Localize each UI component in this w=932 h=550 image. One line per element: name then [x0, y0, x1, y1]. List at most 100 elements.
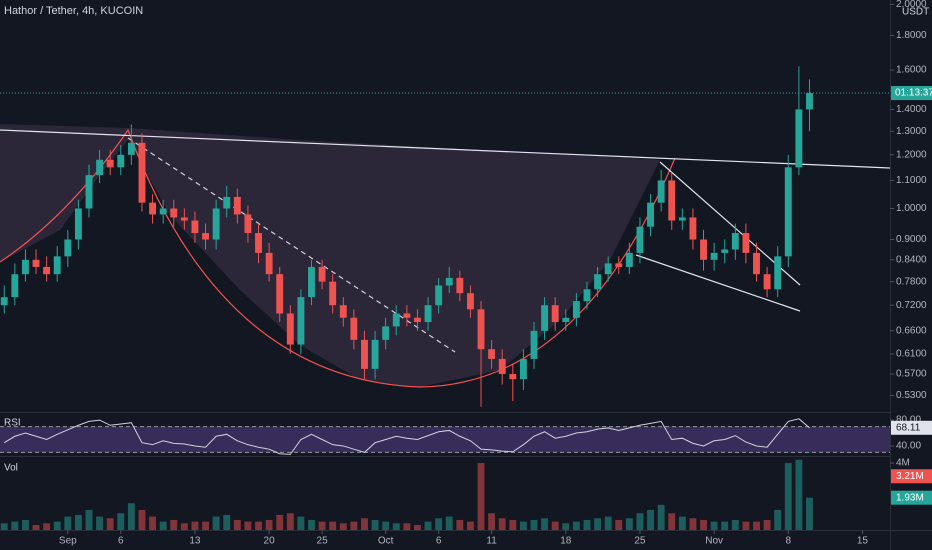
volume-bar: [572, 521, 580, 530]
candle-body: [498, 358, 506, 375]
volume-bar: [212, 516, 220, 530]
volume-bar: [594, 518, 602, 530]
candle-body: [318, 266, 326, 282]
volume-last-box: [891, 490, 932, 505]
volume-bar: [647, 509, 654, 530]
volume-bar: [64, 516, 72, 530]
volume-bar: [0, 523, 8, 530]
x-tick-label: Oct: [378, 536, 394, 547]
volume-bar: [21, 519, 29, 530]
volume-bar: [731, 519, 739, 530]
volume-bar: [233, 519, 241, 530]
volume-bar: [615, 519, 623, 530]
volume-bar: [329, 521, 337, 530]
volume-bar: [223, 514, 231, 530]
volume-bar: [774, 509, 782, 530]
volume-bar: [551, 521, 559, 530]
volume-bar: [350, 521, 358, 530]
candle-body: [149, 202, 157, 215]
volume-bar: [498, 518, 506, 530]
volume-bar: [159, 521, 167, 530]
volume-bar: [700, 519, 707, 530]
y-tick-label: 1.4000: [896, 104, 927, 115]
volume-bar: [96, 516, 104, 530]
volume-bar: [456, 519, 464, 530]
candle-body: [466, 293, 474, 310]
volume-bar: [657, 504, 665, 530]
volume-bar: [318, 521, 326, 530]
candle-body: [668, 180, 676, 221]
volume-bar: [382, 521, 390, 530]
candle-body: [117, 154, 125, 168]
candle-body: [403, 313, 411, 318]
y-tick-label: 0.6600: [896, 325, 927, 336]
y-tick-label: 0.8400: [896, 254, 927, 265]
candle-body: [530, 330, 538, 359]
candle-body: [721, 249, 729, 253]
volume-bar: [509, 519, 517, 530]
rsi-tick-label: 40.00: [896, 441, 921, 452]
volume-bar: [43, 523, 51, 530]
countdown-box: [891, 86, 932, 101]
candle-body: [763, 274, 771, 290]
volume-bar: [297, 516, 305, 530]
volume-bar: [149, 516, 157, 530]
rsi-label: RSI: [4, 418, 21, 429]
volume-bar: [477, 463, 485, 530]
volume-bar: [784, 463, 792, 530]
volume-bar: [403, 523, 411, 530]
x-tick-label: 13: [189, 536, 201, 547]
volume-bar: [106, 518, 114, 530]
candle-body: [583, 289, 591, 302]
candle-body: [276, 274, 284, 314]
pattern-fill: [0, 124, 660, 387]
candle-body: [53, 256, 61, 275]
volume-bar: [191, 521, 199, 530]
y-tick-label: 2.0000: [896, 0, 927, 10]
volume-bar: [710, 521, 718, 530]
volume-bar: [763, 519, 771, 530]
rsi-line: [3, 418, 810, 455]
candle-body: [625, 252, 633, 267]
x-tick-label: 25: [634, 536, 646, 547]
candle-body: [32, 259, 40, 267]
volume-bar: [117, 513, 125, 530]
volume-bar: [202, 521, 209, 530]
volume-bar: [361, 518, 368, 530]
volume-bar: [806, 497, 813, 530]
y-tick-label: 0.7800: [896, 276, 927, 287]
x-tick-label: 18: [560, 536, 572, 547]
volume-bar: [753, 521, 760, 530]
candle-body: [223, 196, 231, 209]
candle-body: [541, 305, 549, 331]
volume-bar: [435, 518, 443, 530]
candle-body: [519, 358, 527, 380]
y-tick-label: 0.7200: [896, 300, 927, 311]
volume-bar: [11, 521, 19, 530]
y-tick-label: 0.6100: [896, 349, 927, 360]
rsi-tick-label: 80.00: [896, 415, 921, 426]
volume-bar: [308, 519, 315, 530]
candle-body: [180, 217, 188, 221]
candle-body: [488, 349, 496, 359]
candle-body: [286, 313, 294, 345]
currency-label: USDT: [902, 7, 929, 18]
candle-body: [170, 208, 178, 218]
candle-body: [308, 266, 315, 298]
y-tick-label: 1.6000: [896, 65, 927, 76]
candle-body: [0, 297, 8, 306]
wedge-lower: [635, 254, 801, 312]
candle-body: [371, 339, 379, 369]
candle-body: [255, 233, 262, 253]
volume-bar: [488, 513, 496, 530]
volume-ma-label: 3.21M: [896, 471, 924, 482]
volume-bar: [625, 518, 633, 530]
candle-body: [191, 220, 199, 234]
y-tick-label: 0.5300: [896, 390, 927, 401]
x-tick-label: Nov: [705, 536, 723, 547]
volume-bar: [583, 519, 591, 530]
neckline: [0, 129, 891, 169]
volume-bar: [244, 521, 252, 530]
x-tick-label: 20: [264, 536, 276, 547]
candle-body: [795, 109, 803, 168]
